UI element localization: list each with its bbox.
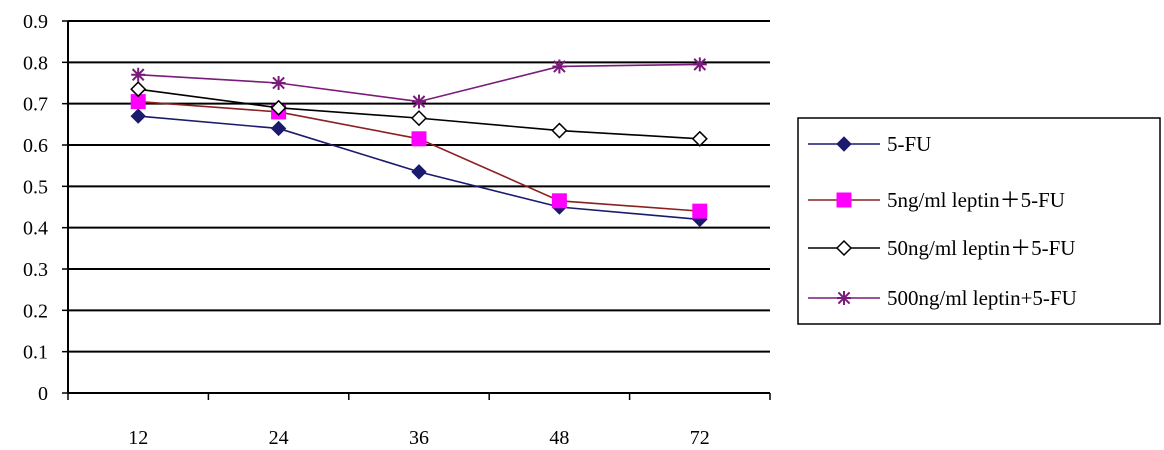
legend-marker <box>836 136 852 152</box>
y-tick-label: 0.7 <box>23 94 48 116</box>
legend-marker <box>837 291 851 305</box>
data-point <box>410 110 428 127</box>
x-tick-label: 72 <box>690 427 710 449</box>
y-tick-label: 0 <box>38 383 48 405</box>
data-point <box>131 67 146 82</box>
legend-label: 5-FU <box>887 132 931 156</box>
y-tick-label: 0.6 <box>23 135 48 157</box>
y-tick-label: 0.3 <box>23 259 48 281</box>
data-point <box>692 203 708 219</box>
data-point <box>551 193 567 209</box>
data-point <box>130 108 146 124</box>
data-point <box>411 131 427 147</box>
y-tick-label: 0.9 <box>23 11 48 33</box>
legend-item: 5ng/ml leptin＋5-FU <box>808 188 1065 212</box>
data-point <box>271 76 286 90</box>
gridlines <box>68 20 770 353</box>
legend-item: 5-FU <box>808 132 931 156</box>
data-point <box>412 94 426 109</box>
x-tick-label: 36 <box>409 427 429 449</box>
series-lines <box>130 57 708 228</box>
y-tick-label: 0.5 <box>23 176 48 198</box>
y-tick-label: 0.1 <box>23 342 48 364</box>
data-point <box>552 59 567 74</box>
x-tick-label: 48 <box>549 427 569 449</box>
x-tick-label: 24 <box>269 427 289 449</box>
y-tick-label: 0.2 <box>23 300 48 322</box>
y-tick-labels: 0 0.1 0.2 0.3 0.4 0.5 0.6 0.7 0.8 0.9 <box>23 11 48 405</box>
x-tick-label: 12 <box>128 427 148 449</box>
series-3 <box>130 81 708 147</box>
data-point <box>411 164 427 180</box>
y-tick-label: 0.8 <box>23 52 48 74</box>
data-point <box>692 57 707 72</box>
legend-item: 50ng/ml leptin＋5-FU <box>808 236 1075 260</box>
legend-marker <box>835 239 853 257</box>
data-point <box>130 81 147 98</box>
series-1 <box>130 108 708 228</box>
series-4 <box>131 57 707 109</box>
data-point <box>270 120 287 137</box>
data-point <box>691 130 708 147</box>
y-tick-label: 0.4 <box>23 218 48 240</box>
legend-item: 500ng/ml leptin+5-FU <box>808 286 1077 310</box>
axes <box>62 20 771 400</box>
x-tick-labels: 12 24 36 48 72 <box>128 427 710 449</box>
legend-marker <box>836 192 852 208</box>
legend-box <box>797 117 1161 325</box>
data-point <box>551 122 568 139</box>
legend: 5-FU 5ng/ml leptin＋5-FU 50ng/ml leptin＋5-F… <box>797 117 1161 325</box>
legend-label: 500ng/ml leptin+5-FU <box>887 286 1077 310</box>
legend-label: 5ng/ml leptin＋5-FU <box>887 188 1065 212</box>
legend-label: 50ng/ml leptin＋5-FU <box>887 236 1075 260</box>
data-point <box>270 99 287 116</box>
